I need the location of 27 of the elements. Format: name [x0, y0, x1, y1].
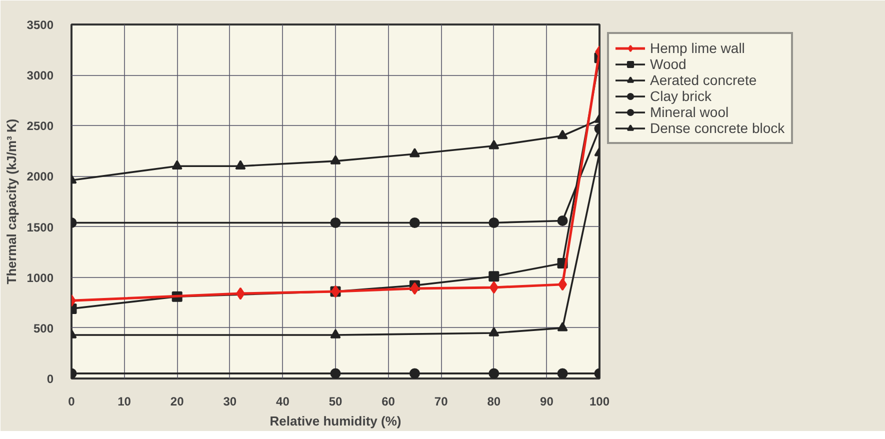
legend-label: Mineral wool [650, 104, 729, 120]
x-tick-label: 70 [434, 394, 448, 408]
y-tick-label: 2500 [26, 119, 54, 134]
legend-label: Dense concrete block [650, 120, 785, 136]
x-tick-label: 50 [328, 394, 342, 408]
x-tick-label: 10 [118, 394, 132, 408]
y-tick-label: 500 [33, 321, 54, 336]
x-tick-label: 0 [68, 394, 76, 408]
legend-label: Hemp lime wall [650, 40, 745, 56]
y-tick-label: 1000 [26, 270, 54, 285]
x-tick-label: 20 [170, 394, 184, 408]
x-tick-label: 100 [589, 394, 610, 408]
x-tick-label: 30 [223, 394, 237, 408]
legend-label: Wood [650, 56, 686, 72]
x-tick-label: 90 [540, 394, 554, 408]
y-tick-label: 0 [46, 372, 54, 386]
x-tick-label: 80 [487, 394, 501, 408]
y-tick-label: 2000 [26, 170, 54, 184]
y-tick-label: 3000 [26, 68, 54, 83]
legend-label: Clay brick [650, 88, 712, 104]
y-axis-title: Thermal capacity (kJ/m³ K) [4, 118, 19, 284]
y-tick-label: 3500 [26, 18, 54, 32]
legend-label: Aerated concrete [650, 72, 757, 88]
x-tick-label: 60 [382, 394, 396, 408]
x-tick-label: 40 [276, 394, 290, 408]
x-axis-title: Relative humidity (%) [270, 414, 402, 428]
y-tick-label: 1500 [26, 220, 54, 234]
